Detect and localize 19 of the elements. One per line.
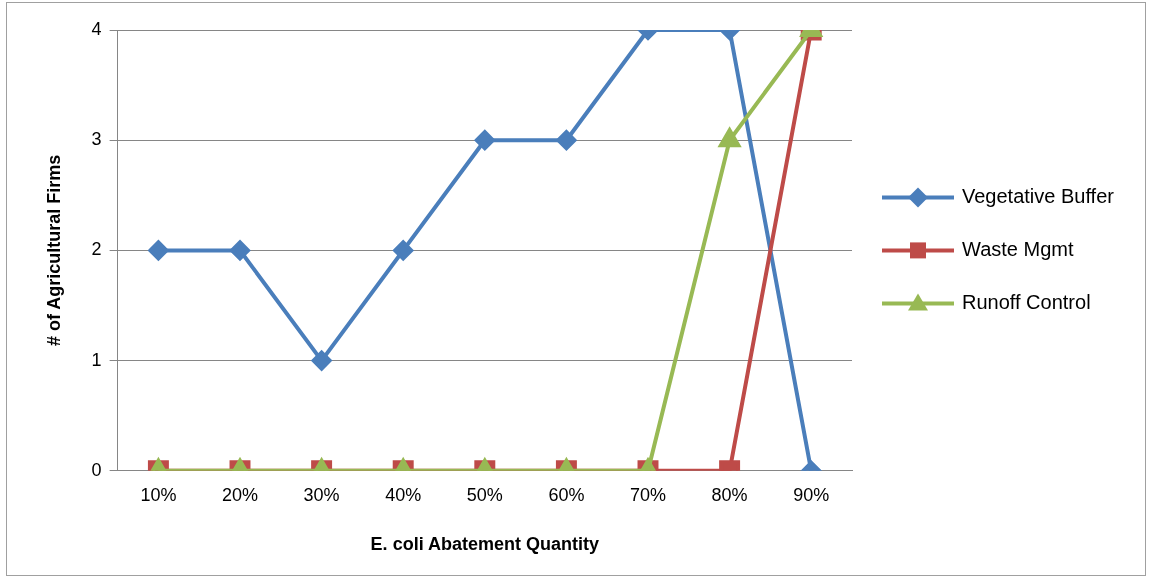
x-tick-label: 20% (221, 484, 259, 505)
y-axis-title: # of Agricultural Firms (43, 154, 64, 347)
x-tick-label: 70% (629, 484, 667, 505)
legend-label: Waste Mgmt (962, 237, 1074, 260)
x-tick-label: 30% (303, 484, 340, 505)
y-tick-label: 2 (91, 239, 102, 260)
legend-label: Vegetative Buffer (962, 184, 1115, 207)
x-tick-label: 40% (385, 484, 422, 505)
x-tick-label: 10% (140, 484, 177, 505)
legend-label: Runoff Control (962, 290, 1091, 313)
y-tick-label: 3 (91, 129, 102, 150)
x-tick-label: 60% (548, 484, 585, 505)
y-tick-label: 1 (91, 349, 102, 370)
x-axis-title: E. coli Abatement Quantity (370, 534, 599, 555)
y-tick-label: 4 (91, 18, 102, 39)
x-tick-label: 80% (711, 484, 748, 505)
x-tick-label: 50% (466, 484, 503, 505)
y-tick-label: 0 (91, 459, 102, 480)
x-tick-label: 90% (793, 484, 830, 505)
